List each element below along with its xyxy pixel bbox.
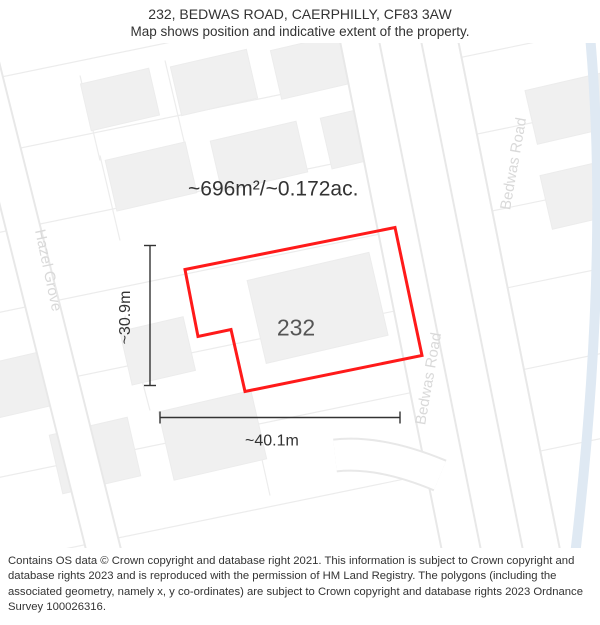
map-subtitle: Map shows position and indicative extent… — [10, 24, 590, 39]
map-header: 232, BEDWAS ROAD, CAERPHILLY, CF83 3AW M… — [0, 0, 600, 43]
map-copyright: Contains OS data © Crown copyright and d… — [0, 548, 600, 625]
page: 232, BEDWAS ROAD, CAERPHILLY, CF83 3AW M… — [0, 0, 600, 625]
property-address: 232, BEDWAS ROAD, CAERPHILLY, CF83 3AW — [10, 6, 590, 22]
depth-label: ~30.9m — [117, 291, 134, 345]
property-number: 232 — [277, 315, 315, 341]
map-canvas: Hazel Grove Bedwas Road Bedwas Road ~696… — [0, 43, 600, 548]
area-label: ~696m²/~0.172ac. — [188, 178, 358, 201]
map-svg: Hazel Grove Bedwas Road Bedwas Road ~696… — [0, 43, 600, 548]
width-label: ~40.1m — [245, 433, 299, 450]
